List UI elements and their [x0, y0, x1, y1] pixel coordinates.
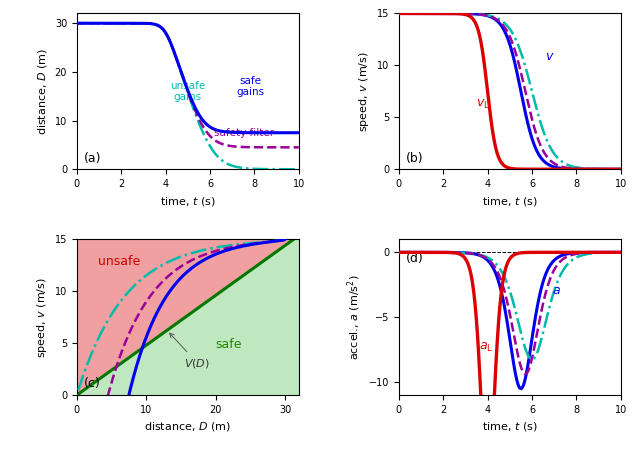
- Text: unsafe
gains: unsafe gains: [170, 80, 205, 102]
- Text: $v$: $v$: [545, 50, 555, 63]
- Text: (d): (d): [405, 252, 423, 265]
- X-axis label: time, $t$ (s): time, $t$ (s): [482, 420, 538, 433]
- Y-axis label: speed, $v$ (m/s): speed, $v$ (m/s): [357, 51, 371, 132]
- Text: $a$: $a$: [552, 284, 561, 297]
- X-axis label: time, $t$ (s): time, $t$ (s): [482, 194, 538, 207]
- Text: safety filter: safety filter: [214, 128, 275, 138]
- Text: safe
gains: safe gains: [236, 76, 264, 97]
- X-axis label: time, $t$ (s): time, $t$ (s): [160, 194, 216, 207]
- Text: (b): (b): [405, 152, 423, 165]
- Text: (c): (c): [83, 378, 100, 391]
- Text: safe: safe: [216, 339, 242, 352]
- Y-axis label: distance, $D$ (m): distance, $D$ (m): [36, 48, 49, 135]
- Text: (a): (a): [83, 152, 101, 165]
- Y-axis label: speed, $v$ (m/s): speed, $v$ (m/s): [35, 277, 49, 358]
- X-axis label: distance, $D$ (m): distance, $D$ (m): [145, 420, 231, 433]
- Text: $v_\mathrm{L}$: $v_\mathrm{L}$: [476, 98, 491, 111]
- Y-axis label: accel., $a$ (m/s$^2$): accel., $a$ (m/s$^2$): [346, 274, 363, 360]
- Text: unsafe: unsafe: [98, 255, 140, 269]
- Text: $V(D)$: $V(D)$: [170, 333, 211, 370]
- Text: $a_\mathrm{L}$: $a_\mathrm{L}$: [479, 341, 493, 354]
